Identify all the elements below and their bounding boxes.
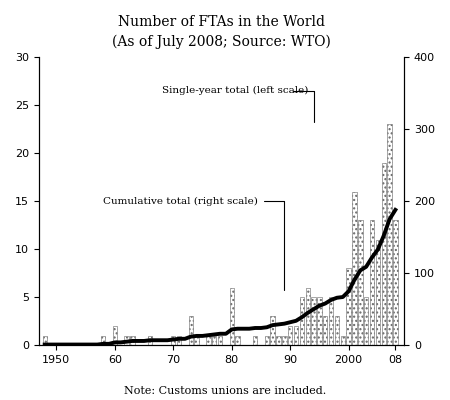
Bar	[294, 326, 298, 345]
Bar	[235, 336, 240, 345]
Title: Number of FTAs in the World
(As of July 2008; Source: WTO): Number of FTAs in the World (As of July …	[112, 15, 331, 49]
Text: Cumulative total (right scale): Cumulative total (right scale)	[103, 197, 258, 206]
Bar	[124, 336, 129, 345]
Bar	[382, 163, 386, 345]
Bar	[306, 288, 310, 345]
Bar	[358, 220, 363, 345]
Bar	[218, 336, 222, 345]
Text: Note: Customs unions are included.: Note: Customs unions are included.	[124, 386, 326, 396]
Bar	[189, 316, 193, 345]
Bar	[253, 336, 257, 345]
Bar	[212, 336, 216, 345]
Bar	[177, 336, 181, 345]
Bar	[171, 336, 176, 345]
Bar	[300, 297, 304, 345]
Bar	[393, 220, 398, 345]
Bar	[329, 297, 333, 345]
Bar	[265, 336, 269, 345]
Bar	[376, 240, 380, 345]
Bar	[335, 316, 339, 345]
Bar	[148, 336, 152, 345]
Text: Single-year total (left scale): Single-year total (left scale)	[162, 86, 308, 95]
Bar	[352, 192, 357, 345]
Bar	[101, 336, 105, 345]
Bar	[206, 336, 211, 345]
Bar	[288, 326, 292, 345]
Bar	[42, 336, 47, 345]
Bar	[364, 297, 369, 345]
Bar	[194, 336, 199, 345]
Bar	[276, 336, 281, 345]
Bar	[282, 336, 287, 345]
Bar	[323, 316, 328, 345]
Bar	[270, 316, 275, 345]
Bar	[112, 326, 117, 345]
Bar	[230, 288, 234, 345]
Bar	[317, 297, 322, 345]
Bar	[370, 220, 374, 345]
Bar	[346, 268, 351, 345]
Bar	[387, 124, 392, 345]
Bar	[341, 336, 345, 345]
Bar	[311, 297, 316, 345]
Bar	[130, 336, 135, 345]
